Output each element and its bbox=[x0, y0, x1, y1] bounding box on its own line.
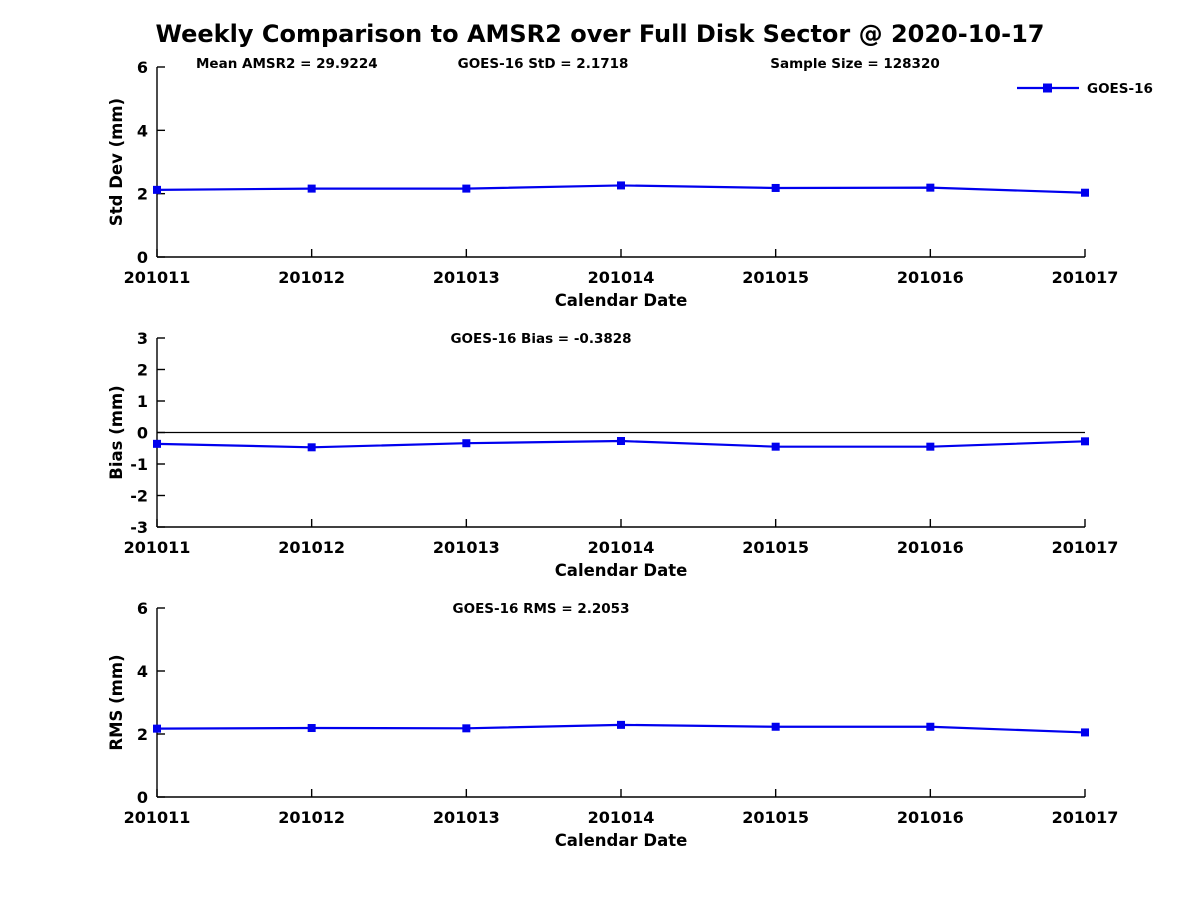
y-tick-label: 0 bbox=[137, 788, 148, 807]
x-tick-label: 201011 bbox=[124, 268, 191, 287]
x-tick-label: 201015 bbox=[742, 808, 809, 827]
data-point-marker bbox=[926, 442, 935, 451]
data-point-marker bbox=[1081, 188, 1089, 197]
data-point-marker bbox=[771, 442, 780, 451]
x-tick-label: 201011 bbox=[124, 538, 191, 557]
y-tick-label: -1 bbox=[130, 455, 148, 474]
data-point-marker bbox=[926, 722, 935, 731]
y-tick-label: 2 bbox=[137, 361, 148, 380]
annotation-stddev-0: Mean AMSR2 = 29.9224 bbox=[196, 56, 378, 72]
x-tick-label: 201013 bbox=[433, 268, 500, 287]
legend-marker-icon bbox=[1043, 83, 1052, 93]
x-axis-label: Calendar Date bbox=[555, 291, 688, 310]
data-point-marker bbox=[1081, 437, 1089, 446]
annotation-stddev-2: Sample Size = 128320 bbox=[770, 56, 939, 72]
y-tick-label: 2 bbox=[137, 185, 148, 204]
data-point-marker bbox=[153, 724, 161, 733]
legend: GOES-16 bbox=[1017, 81, 1153, 97]
data-point-marker bbox=[153, 439, 161, 448]
y-tick-label: 4 bbox=[137, 662, 148, 681]
y-tick-label: 6 bbox=[137, 58, 148, 77]
panel-rms: 0 2 4 6 201011 201012 201013 201014 201015 201016… bbox=[107, 599, 1118, 850]
data-point-marker bbox=[771, 722, 780, 731]
y-tick-label: 0 bbox=[137, 424, 148, 443]
y-tick-label: 3 bbox=[137, 329, 148, 348]
x-tick-label: 201012 bbox=[278, 268, 345, 287]
data-point-marker bbox=[462, 439, 471, 448]
x-axis-label: Calendar Date bbox=[555, 831, 688, 850]
x-tick-label: 201012 bbox=[278, 538, 345, 557]
x-axis-label: Calendar Date bbox=[555, 561, 688, 580]
figure-title: Weekly Comparison to AMSR2 over Full Dis… bbox=[155, 20, 1045, 48]
x-tick-label: 201017 bbox=[1052, 538, 1119, 557]
y-tick-label: -2 bbox=[130, 487, 148, 506]
y-tick-label: 2 bbox=[137, 725, 148, 744]
annotation-rms-0: GOES-16 RMS = 2.2053 bbox=[453, 601, 630, 617]
x-tick-label: 201017 bbox=[1052, 268, 1119, 287]
y-axis-label: Bias (mm) bbox=[107, 385, 126, 479]
y-tick-label: 4 bbox=[137, 121, 148, 140]
data-point-marker bbox=[153, 185, 161, 194]
annotation-stddev-1: GOES-16 StD = 2.1718 bbox=[458, 56, 629, 72]
data-point-marker bbox=[617, 181, 625, 190]
x-tick-label: 201011 bbox=[124, 808, 191, 827]
x-tick-label: 201016 bbox=[897, 808, 964, 827]
x-tick-label: 201013 bbox=[433, 538, 500, 557]
data-point-marker bbox=[307, 443, 316, 452]
x-tick-label: 201014 bbox=[588, 538, 655, 557]
data-point-marker bbox=[926, 183, 935, 192]
x-tick-label: 201013 bbox=[433, 808, 500, 827]
data-point-marker bbox=[462, 724, 471, 733]
data-point-marker bbox=[307, 184, 316, 193]
x-tick-label: 201014 bbox=[588, 808, 655, 827]
y-tick-label: 1 bbox=[137, 392, 148, 411]
data-point-marker bbox=[462, 184, 471, 193]
x-tick-label: 201017 bbox=[1052, 808, 1119, 827]
x-tick-label: 201014 bbox=[588, 268, 655, 287]
annotation-bias-0: GOES-16 Bias = -0.3828 bbox=[450, 331, 631, 347]
data-point-marker bbox=[617, 437, 625, 446]
data-point-marker bbox=[617, 720, 625, 729]
panel-stddev: 0 2 4 6 201011 201012 201013 201014 201015 201016… bbox=[107, 56, 1153, 310]
x-tick-label: 201015 bbox=[742, 268, 809, 287]
data-point-marker bbox=[1081, 728, 1089, 737]
data-point-marker bbox=[307, 724, 316, 733]
y-axis-label: RMS (mm) bbox=[107, 654, 126, 750]
x-tick-label: 201016 bbox=[897, 538, 964, 557]
y-tick-label: 6 bbox=[137, 599, 148, 618]
x-tick-label: 201012 bbox=[278, 808, 345, 827]
x-tick-label: 201015 bbox=[742, 538, 809, 557]
data-point-marker bbox=[771, 183, 780, 192]
y-tick-label: 0 bbox=[137, 248, 148, 267]
y-axis-label: Std Dev (mm) bbox=[107, 98, 126, 226]
x-tick-label: 201016 bbox=[897, 268, 964, 287]
y-tick-label: -3 bbox=[130, 518, 148, 537]
legend-label: GOES-16 bbox=[1087, 81, 1153, 97]
